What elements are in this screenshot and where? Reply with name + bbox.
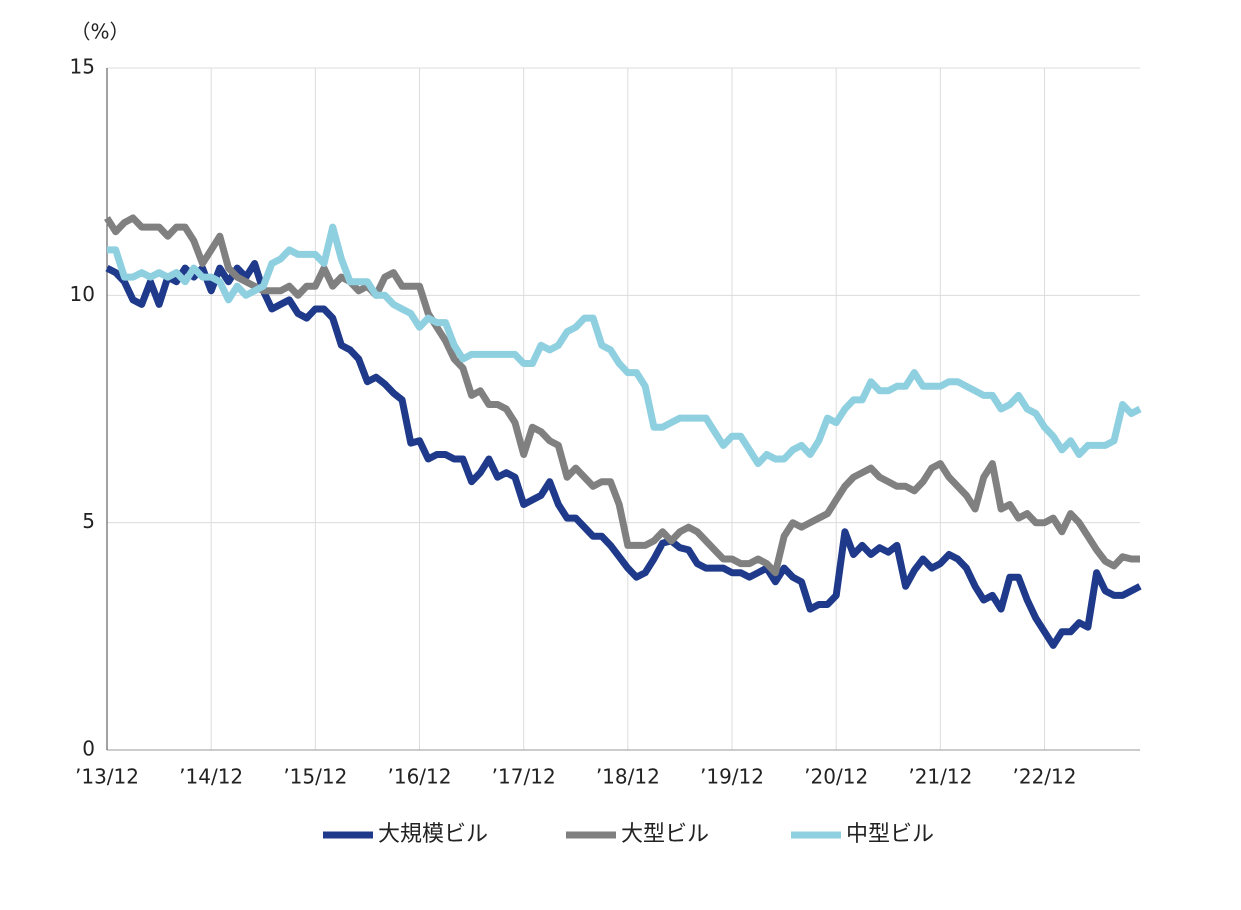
y-tick-label: 15 — [70, 55, 95, 79]
legend-label: 大型ビル — [621, 822, 709, 847]
x-tick-label: ’21/12 — [908, 765, 972, 789]
x-tick-label: ’19/12 — [700, 765, 764, 789]
x-tick-label: ’18/12 — [596, 765, 660, 789]
x-tick-label: ’16/12 — [388, 765, 452, 789]
x-tick-label: ’14/12 — [179, 765, 243, 789]
y-tick-label: 5 — [82, 509, 95, 533]
series-line — [104, 214, 1140, 577]
x-tick-label: ’13/12 — [75, 765, 139, 789]
legend-label: 大規模ビル — [378, 822, 488, 847]
y-tick-label: 0 — [82, 737, 95, 761]
x-tick-label: ’20/12 — [804, 765, 868, 789]
y-axis-unit: （%） — [70, 20, 129, 44]
series-line — [105, 260, 1142, 649]
y-tick-label: 10 — [70, 282, 95, 306]
x-tick-label: ’22/12 — [1013, 765, 1077, 789]
legend-label: 中型ビル — [846, 822, 934, 847]
series-line — [107, 223, 1142, 468]
x-tick-label: ’15/12 — [283, 765, 347, 789]
x-tick-label: ’17/12 — [492, 765, 556, 789]
